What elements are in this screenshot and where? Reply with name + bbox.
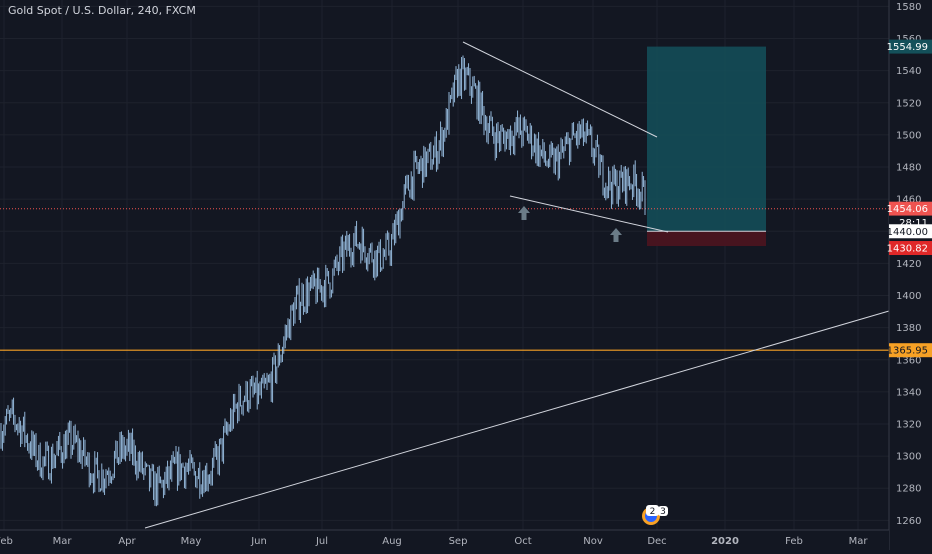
x-tick-label: Sep bbox=[449, 536, 468, 547]
y-tick-label: 1420 bbox=[896, 259, 921, 270]
y-tick-label: 1560 bbox=[896, 34, 921, 45]
stop-price-label: 1430.82 bbox=[887, 244, 928, 255]
time-axis-bg bbox=[0, 530, 889, 550]
x-tick-label: Dec bbox=[647, 536, 666, 547]
y-tick-label: 1380 bbox=[896, 323, 921, 334]
x-tick-label: Feb bbox=[785, 536, 803, 547]
y-tick-label: 1340 bbox=[896, 387, 921, 398]
upper-channel-line bbox=[462, 41, 658, 138]
chart-title: Gold Spot / U.S. Dollar, 240, FXCM bbox=[8, 4, 196, 17]
y-tick-label: 1480 bbox=[896, 163, 921, 174]
x-tick-label: Feb bbox=[0, 536, 13, 547]
x-tick-label: Mar bbox=[53, 536, 73, 547]
x-tick-label: Aug bbox=[382, 536, 402, 547]
y-tick-label: 1400 bbox=[896, 291, 921, 302]
target-price-label-bg bbox=[889, 39, 932, 54]
stop-price-label-bg bbox=[889, 241, 932, 256]
x-tick-label: Apr bbox=[118, 536, 136, 547]
y-tick-label: 1320 bbox=[896, 420, 921, 431]
target-zone bbox=[647, 46, 766, 232]
y-tick-label: 1500 bbox=[896, 130, 921, 141]
event-count: 2 bbox=[650, 507, 656, 517]
target-price-label: 1554.99 bbox=[887, 42, 928, 53]
countdown-label: 28:11 bbox=[899, 218, 928, 229]
event-count-bg bbox=[646, 505, 659, 516]
x-tick-label: Oct bbox=[514, 536, 531, 547]
y-tick-label: 1580 bbox=[896, 2, 921, 13]
price-axis-bg bbox=[889, 0, 932, 550]
lower-channel-line bbox=[509, 195, 669, 233]
y-tick-label: 1540 bbox=[896, 66, 921, 77]
position-zones bbox=[647, 46, 766, 247]
y-tick-label: 1520 bbox=[896, 98, 921, 109]
event-count-bg bbox=[658, 506, 668, 516]
current-price-label-bg bbox=[889, 201, 932, 216]
y-tick-label: 1360 bbox=[896, 355, 921, 366]
entry-price-label-bg bbox=[889, 224, 932, 239]
current-price-label: 1454.06 bbox=[887, 204, 928, 215]
event-count: 3 bbox=[660, 507, 666, 517]
y-tick-label: 1260 bbox=[896, 516, 921, 527]
up-arrow-icon bbox=[518, 206, 530, 220]
x-tick-label: Jul bbox=[315, 536, 328, 547]
rising-trendline bbox=[144, 310, 890, 529]
x-tick-label: May bbox=[181, 536, 202, 547]
support-price-label: 1365.95 bbox=[887, 346, 928, 357]
level-lines bbox=[0, 208, 889, 351]
time-axis: Feb Mar Apr May Jun Jul Aug Sep Oct Nov Dec 2020 Feb… bbox=[0, 536, 868, 547]
x-tick-label: 2020 bbox=[711, 536, 739, 547]
support-price-label-bg bbox=[889, 343, 932, 358]
y-tick-label: 1460 bbox=[896, 195, 921, 206]
x-tick-label: Jun bbox=[250, 536, 267, 547]
y-tick-label: 1280 bbox=[896, 484, 921, 495]
x-tick-label: Mar bbox=[849, 536, 869, 547]
stop-zone bbox=[647, 231, 766, 247]
y-tick-label: 1300 bbox=[896, 452, 921, 463]
x-tick-label: Nov bbox=[583, 536, 603, 547]
entry-price-label: 1440.00 bbox=[887, 227, 928, 238]
candles bbox=[0, 55, 646, 507]
up-arrow-icon bbox=[610, 228, 622, 242]
